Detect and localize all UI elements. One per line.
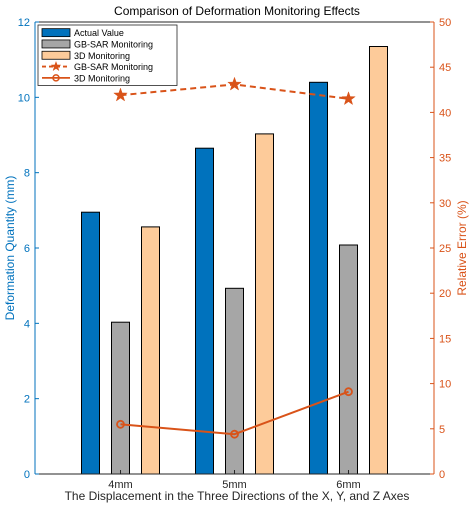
y-tick-label-right-20: 20 [439,288,451,300]
bar-3d-monitoring-6mm [369,46,388,475]
point-3d-monitoring-6mm [344,387,353,397]
axes: 0 2 4 6 8 10 12 0 5 10 15 20 25 30 35 40 45 50 4mm 5mm 6mm [18,17,452,491]
y-tick-label-left-0: 0 [24,469,30,481]
x-tick-label-4mm: 4mm [108,479,132,491]
bar-actual-value-6mm [309,81,328,475]
y-tick-label-right-0: 0 [439,469,445,481]
y-tick-label-left-12: 12 [18,17,30,29]
y-tick-label-right-40: 40 [439,107,451,119]
legend-swatch-bar-gb-sar-monitoring [41,39,71,49]
y-tick-label-left-6: 6 [24,243,30,255]
y-tick-label-right-30: 30 [439,198,451,210]
y-tick-label-right-15: 15 [439,333,451,345]
y-tick-label-right-35: 35 [439,153,451,165]
y-axis-label-right: Relative Error (%) [455,200,469,295]
y-tick-label-right-25: 25 [439,243,451,255]
point-gb-sar-monitoring-4mm [113,87,128,102]
bar-gb-sar-monitoring-4mm [111,321,130,475]
plot-area [81,46,388,475]
y-tick-label-right-50: 50 [439,17,451,29]
y-axis-label-left: Deformation Quantity (mm) [3,176,17,321]
x-tick-label-6mm: 6mm [336,479,360,491]
point-3d-monitoring-4mm [116,419,125,429]
line-3d-monitoring [120,390,349,436]
legend-marker-circle-3d-monitoring [52,74,60,82]
y-tick-label-right-10: 10 [439,379,451,391]
bar-gb-sar-monitoring-6mm [339,244,358,475]
bar-actual-value-5mm [195,147,214,475]
point-3d-monitoring-5mm [230,429,239,439]
legend-marker-star-gb-sar-monitoring [50,60,62,72]
y-tick-label-right-5: 5 [439,424,445,436]
x-tick-label-5mm: 5mm [222,479,246,491]
legend-label-bar-3d-monitoring: 3D Monitoring [74,51,130,61]
chart-title: Comparison of Deformation Monitoring Eff… [114,4,360,18]
y-tick-label-left-10: 10 [18,92,30,104]
point-gb-sar-monitoring-5mm [227,76,242,91]
legend-swatch-bar-actual-value [41,28,71,38]
point-gb-sar-monitoring-6mm [341,91,356,106]
bar-gb-sar-monitoring-5mm [225,287,244,475]
bar-3d-monitoring-4mm [141,226,160,475]
legend-swatch-bar-3d-monitoring [41,50,71,60]
x-axis-label: The Displacement in the Three Directions… [65,489,410,503]
y-tick-label-right-45: 45 [439,62,451,74]
legend-label-bar-gb-sar-monitoring: GB-SAR Monitoring [74,39,153,49]
legend-label-line-gb-sar-monitoring: GB-SAR Monitoring [74,62,153,72]
legend-label-bar-actual-value: Actual Value [74,28,124,38]
y-tick-label-left-8: 8 [24,168,30,180]
y-tick-label-left-4: 4 [24,318,30,330]
legend-label-line-3d-monitoring: 3D Monitoring [74,73,130,83]
bar-actual-value-4mm [81,211,100,475]
y-tick-label-left-2: 2 [24,394,30,406]
